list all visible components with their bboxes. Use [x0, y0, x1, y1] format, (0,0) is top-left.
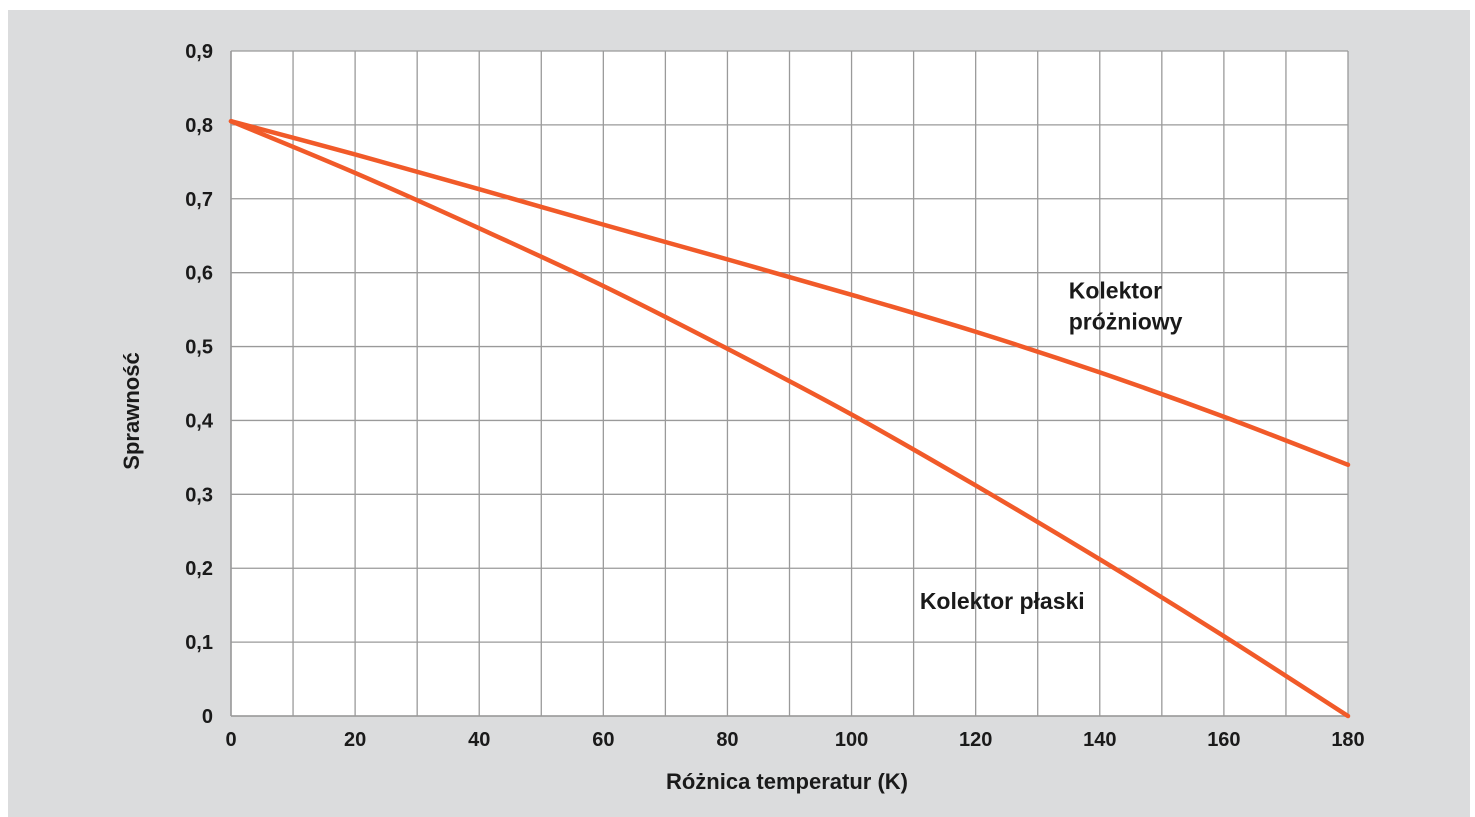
- y-tick-label: 0: [202, 706, 213, 728]
- series-line-vacuum-collector: [228, 118, 1351, 468]
- x-tick-label: 40: [468, 729, 490, 751]
- y-tick-label: 0,3: [185, 484, 213, 506]
- annotation-line: próżniowy: [1069, 309, 1183, 335]
- grid: [230, 50, 1349, 717]
- x-tick-label: 100: [835, 729, 868, 751]
- x-tick-label: 140: [1083, 729, 1116, 751]
- annotation-flat-collector: Kolektor płaski: [920, 588, 1085, 614]
- y-axis-ticks: 0 0,1 0,2 0,3 0,4 0,5 0,6 0,7 0,8 0,9: [185, 41, 214, 728]
- annotation-vacuum-collector: Kolektor próżniowy: [1069, 278, 1183, 335]
- annotation-line: Kolektor płaski: [920, 588, 1085, 614]
- y-tick-label: 0,9: [185, 41, 213, 63]
- y-tick-label: 0,7: [185, 189, 213, 211]
- x-tick-label: 0: [225, 729, 236, 751]
- y-axis-title: Sprawność: [119, 352, 144, 469]
- x-tick-label: 60: [592, 729, 614, 751]
- series-line-flat-collector: [228, 118, 1351, 719]
- x-axis-ticks: 0 20 40 60 80 100 120 140 160 180: [225, 729, 1364, 751]
- y-tick-label: 0,8: [185, 115, 213, 137]
- x-tick-label: 180: [1331, 729, 1364, 751]
- x-tick-label: 160: [1207, 729, 1240, 751]
- y-tick-label: 0,5: [185, 337, 213, 359]
- y-tick-label: 0,4: [185, 410, 214, 432]
- y-tick-label: 0,1: [185, 632, 213, 654]
- y-tick-label: 0,6: [185, 263, 213, 285]
- x-tick-label: 120: [959, 729, 992, 751]
- series-lines: [228, 118, 1351, 719]
- x-axis-title: Różnica temperatur (K): [666, 769, 908, 794]
- y-tick-label: 0,2: [185, 558, 213, 580]
- annotations: Kolektor próżniowy Kolektor płaski: [920, 278, 1183, 614]
- x-tick-label: 80: [716, 729, 738, 751]
- x-tick-label: 20: [344, 729, 366, 751]
- annotation-line: Kolektor: [1069, 278, 1162, 304]
